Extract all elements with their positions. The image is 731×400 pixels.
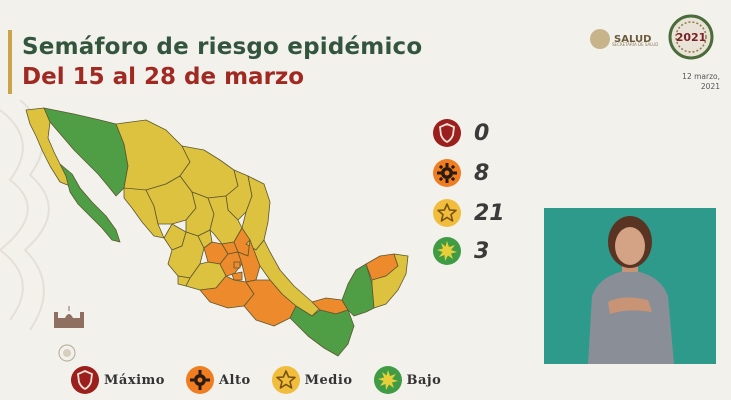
legend-item-maximo: Máximo [70,365,165,395]
year-2021-logo-icon: 2021 [668,14,714,60]
star-icon [433,199,461,227]
title-accent-bar [8,30,12,94]
legend-label-bajo: Bajo [406,372,442,388]
state-puebla [237,239,261,283]
church-illustration-icon [54,306,84,328]
year-logo-text: 2021 [676,31,707,44]
count-row-medio: 21 [432,198,505,228]
shield-icon [433,119,461,147]
state-sonora [43,107,129,197]
count-row-maximo: 0 [432,118,489,148]
small-seal-icon [58,344,76,362]
count-alto: 8 [474,160,490,186]
gear-icon [185,366,214,394]
salud-logo-subtext: SECRETARÍA DE SALUD [612,42,659,47]
sun-icon [373,366,402,394]
interpreter-figure [544,208,716,364]
state-morelos [231,271,243,281]
salud-logo-text: SALUD [614,33,652,45]
salud-logo: SALUD [590,28,651,50]
date-line-2: 2021 [700,82,720,91]
shield-icon [71,366,99,394]
date-line-1: 12 marzo, [682,72,720,81]
legend-item-bajo: Bajo [373,365,442,395]
gear-icon [433,159,461,187]
legend-label-medio: Medio [304,372,353,388]
date-label: 12 marzo, 2021 [666,72,720,92]
sun-icon [433,237,461,265]
state-quintana-roo [371,253,409,309]
legend-label-alto: Alto [218,372,251,388]
state-chiapas [289,305,355,357]
state-baja-california-sur [59,163,121,243]
legend-item-medio: Medio [271,365,353,395]
star-icon [271,366,300,394]
count-medio: 21 [474,200,505,226]
state-jalisco [167,231,205,279]
count-row-alto: 8 [432,158,489,188]
state-cdmx [233,261,241,269]
page-title: Semáforo de riesgo epidémico [22,34,423,60]
risk-legend: Máximo Alto Medio [70,365,461,395]
legend-label-maximo: Máximo [104,372,165,388]
count-bajo: 3 [474,238,490,264]
legend-item-alto: Alto [185,365,251,395]
salud-emblem-icon [590,29,610,49]
count-maximo: 0 [474,120,490,146]
count-row-bajo: 3 [432,236,489,266]
sign-language-interpreter-video [544,208,716,364]
mexico-risk-map [25,107,409,357]
page-subtitle: Del 15 al 28 de marzo [22,64,305,90]
